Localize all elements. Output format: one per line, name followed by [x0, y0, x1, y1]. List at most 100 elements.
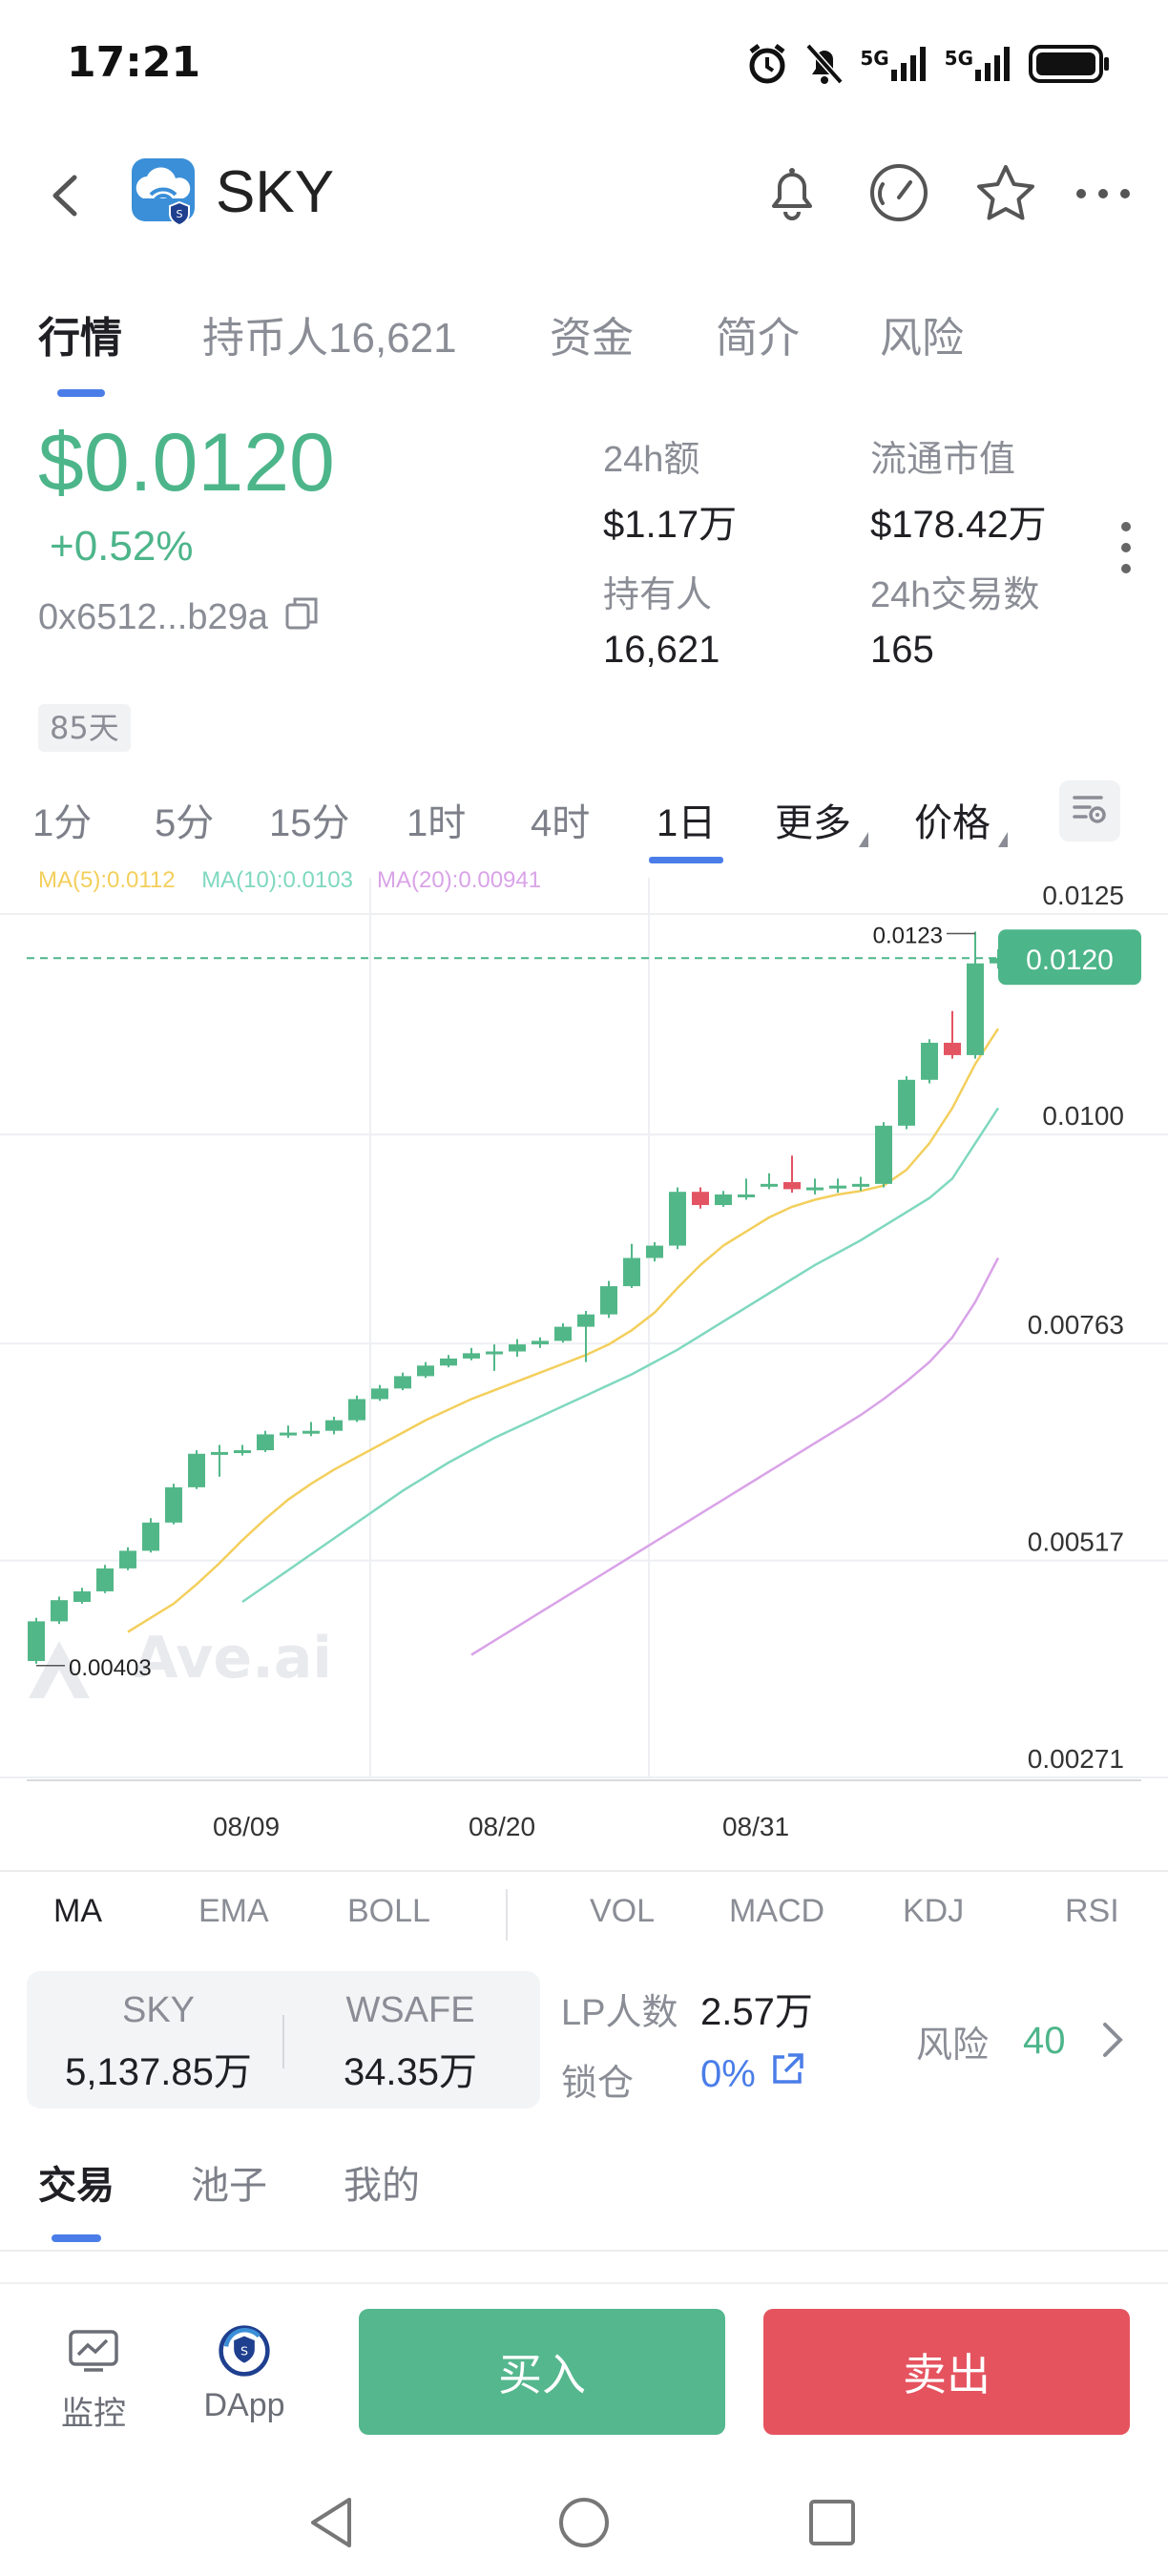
risk-score-button[interactable]: 风险 40 — [916, 2015, 1125, 2067]
tf-1d[interactable]: 1日 — [657, 802, 717, 844]
status-icons: 5G 5G — [745, 42, 1111, 86]
pool-token-b: WSAFE 34.35万 — [286, 1990, 534, 2096]
candle-body — [761, 1183, 778, 1187]
buy-button[interactable]: 买入 — [359, 2309, 725, 2435]
tf-5m[interactable]: 5分 — [155, 802, 215, 844]
tf-active-indicator — [649, 857, 723, 863]
address-text: 0x6512...b29a — [38, 596, 268, 637]
stat-holders: 持有人 16,621 — [603, 565, 720, 672]
tab-funds[interactable]: 资金 — [550, 315, 634, 362]
star-icon — [974, 162, 1037, 227]
high-marker-label: 0.0123 — [873, 923, 943, 948]
pool-token-a: SKY 5,137.85万 — [34, 1990, 282, 2096]
indicator-bar: MA EMA BOLL VOL MACD KDJ RSI — [0, 1870, 1168, 1956]
stat-value: $1.17万 — [603, 504, 738, 546]
tab-risk[interactable]: 风险 — [880, 315, 964, 362]
tab-trades[interactable]: 交易 — [38, 2165, 115, 2207]
pool-symbol: SKY — [121, 1990, 196, 2030]
candle-body — [234, 1450, 251, 1454]
tf-1h[interactable]: 1时 — [407, 802, 467, 844]
price-mode-dropdown[interactable]: 价格 — [914, 792, 1008, 847]
more-button[interactable] — [1069, 160, 1137, 229]
nav-back-icon — [311, 2498, 351, 2547]
stat-value: $178.42万 — [870, 504, 1047, 546]
candle-body — [486, 1351, 503, 1355]
indicator-macd[interactable]: MACD — [729, 1893, 825, 1929]
pool-amount: 5,137.85万 — [65, 2051, 252, 2093]
chart-svg[interactable]: Ave.ai 0.0120 0.0123 0.00403 MA(5):0.0112 MA(… — [0, 859, 1168, 1851]
candle-body — [463, 1353, 480, 1359]
back-button[interactable] — [38, 162, 95, 229]
price-chart[interactable]: Ave.ai 0.0120 0.0123 0.00403 MA(5):0.0112 MA(… — [0, 859, 1168, 1851]
pool-divider — [282, 2015, 284, 2068]
watermark-text: Ave.ai — [134, 1625, 332, 1692]
chart-settings-button[interactable] — [1059, 780, 1120, 841]
x-tick-label: 08/09 — [213, 1812, 280, 1841]
dapp-button[interactable]: S DApp — [197, 2324, 292, 2424]
candle-body — [669, 1192, 686, 1246]
monitor-icon — [67, 2324, 120, 2378]
price-change: +0.52% — [50, 523, 194, 570]
x-tick-label: 08/20 — [469, 1812, 535, 1841]
main-tabs: 行情 持币人16,621 资金 简介 风险 — [0, 286, 1168, 410]
status-bar: 17:21 5G 5G — [0, 0, 1168, 134]
tf-1m[interactable]: 1分 — [32, 802, 93, 844]
nav-back-button[interactable] — [307, 2496, 357, 2553]
tab-market[interactable]: 行情 — [38, 315, 122, 362]
indicator-boll[interactable]: BOLL — [347, 1893, 430, 1929]
alarm-icon — [745, 42, 789, 86]
candle-body — [692, 1192, 709, 1206]
monitor-button[interactable]: 监控 — [46, 2324, 141, 2434]
nav-recents-button[interactable] — [807, 2498, 857, 2551]
tf-4h[interactable]: 4时 — [531, 802, 591, 844]
candle-body — [623, 1257, 640, 1287]
tab-holders[interactable]: 持币人16,621 — [202, 315, 457, 362]
indicator-kdj[interactable]: KDJ — [903, 1893, 965, 1929]
stat-market-cap: 流通市值 $178.42万 — [870, 429, 1047, 549]
ma10-line — [241, 1107, 1000, 1604]
lock-link[interactable]: 0% — [700, 2051, 805, 2097]
tab-pools[interactable]: 池子 — [191, 2165, 267, 2207]
token-logo: S — [130, 156, 202, 229]
candle-body — [783, 1182, 801, 1190]
more-horizontal-icon — [1074, 186, 1132, 204]
tab-active-indicator — [57, 389, 105, 397]
gauge-button[interactable] — [865, 160, 933, 229]
stat-label: 流通市值 — [870, 440, 1016, 480]
more-stats-button[interactable] — [1118, 519, 1134, 576]
age-badge: 85天 — [38, 704, 131, 752]
tf-15m[interactable]: 15分 — [269, 802, 350, 844]
indicator-ema[interactable]: EMA — [198, 1893, 269, 1929]
stat-label: 24h额 — [603, 440, 700, 480]
token-name: SKY — [216, 159, 335, 225]
candle-body — [875, 1125, 892, 1184]
sell-button[interactable]: 卖出 — [763, 2309, 1130, 2435]
tab-mine[interactable]: 我的 — [344, 2165, 420, 2207]
indicator-vol[interactable]: VOL — [590, 1893, 656, 1929]
candle-body — [142, 1522, 159, 1551]
risk-label: 风险 — [916, 2025, 990, 2066]
contract-address[interactable]: 0x6512...b29a — [38, 593, 322, 641]
favorite-button[interactable] — [971, 160, 1040, 229]
low-marker-label: 0.00403 — [69, 1655, 152, 1681]
nav-home-button[interactable] — [557, 2496, 611, 2553]
y-tick-label: 0.00271 — [1028, 1744, 1124, 1774]
pool-reserves-card: SKY 5,137.85万 WSAFE 34.35万 — [27, 1971, 540, 2109]
indicator-rsi[interactable]: RSI — [1065, 1893, 1119, 1929]
bell-button[interactable] — [758, 160, 826, 229]
candle-body — [509, 1344, 526, 1352]
tf-more-dropdown[interactable]: 更多 — [775, 792, 868, 847]
stat-24h-trades: 24h交易数 165 — [870, 565, 1039, 672]
sub-tab-active-indicator — [52, 2234, 101, 2242]
battery-icon — [1029, 45, 1111, 83]
y-tick-label: 0.0125 — [1042, 881, 1124, 910]
indicator-ma[interactable]: MA — [53, 1893, 102, 1929]
y-tick-label: 0.0100 — [1042, 1101, 1124, 1131]
candle-body — [829, 1185, 846, 1189]
caret-icon — [859, 832, 868, 847]
lp-count-value: 2.57万 — [700, 1991, 813, 2033]
tab-intro[interactable]: 简介 — [716, 315, 800, 362]
copy-icon[interactable] — [283, 593, 322, 641]
svg-text:S: S — [177, 208, 183, 220]
current-price: $0.0120 — [38, 417, 335, 509]
